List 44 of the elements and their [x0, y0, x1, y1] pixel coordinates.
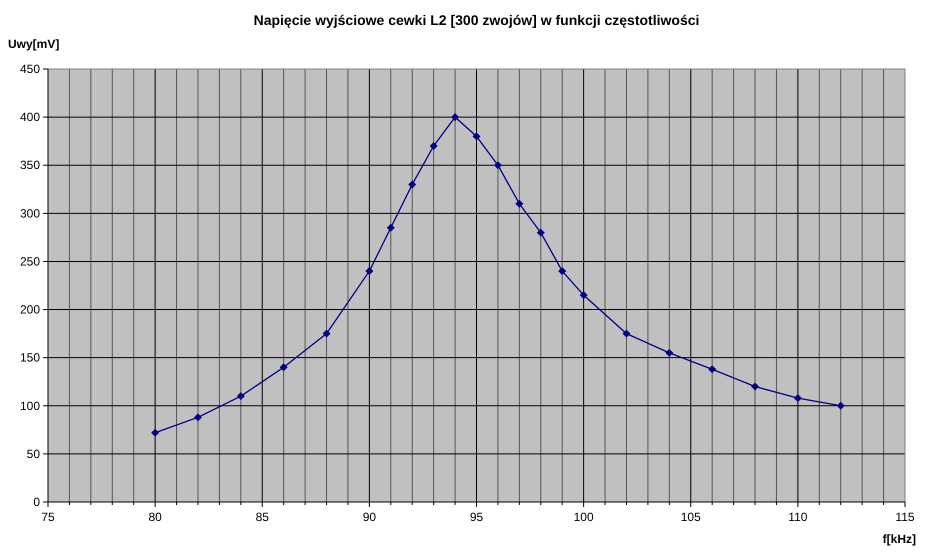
x-tick-label: 95 — [470, 510, 484, 524]
y-tick-label: 400 — [20, 110, 40, 124]
x-tick-label: 105 — [680, 510, 702, 524]
point — [494, 161, 502, 170]
point — [751, 382, 760, 391]
y-tick-label: 200 — [20, 302, 40, 317]
point — [665, 348, 674, 357]
point — [451, 113, 460, 122]
chart-title: Napięcie wyjściowe cewki L2 [300 zwojów] w funkcji częstotliwości — [254, 12, 700, 28]
x-tick-label: 90 — [362, 510, 376, 524]
x-tick-label: 85 — [256, 510, 270, 524]
x-axis-title: f[kHz] — [882, 532, 916, 546]
x-tick-label: 115 — [895, 510, 915, 524]
point — [386, 224, 395, 232]
y-tick-label: 300 — [20, 206, 40, 220]
point — [622, 330, 630, 338]
x-tick-label: 110 — [788, 510, 808, 524]
point — [280, 363, 288, 372]
y-tick-label: 0 — [33, 495, 40, 509]
x-tick-label: 80 — [148, 510, 162, 524]
point — [794, 394, 802, 402]
y-tick-label: 250 — [20, 254, 40, 268]
point — [236, 392, 245, 400]
point — [515, 200, 524, 208]
y-tick-label: 450 — [20, 62, 40, 76]
x-tick-label: 100 — [574, 510, 594, 524]
y-tick-label: 100 — [20, 398, 40, 413]
point — [836, 402, 845, 410]
point — [322, 330, 331, 338]
point — [430, 142, 438, 150]
point — [194, 413, 202, 422]
point — [580, 291, 588, 300]
x-tick-label: 75 — [41, 510, 55, 524]
point — [536, 228, 545, 237]
point — [408, 180, 416, 188]
y-tick-label: 50 — [26, 446, 40, 461]
point — [558, 267, 566, 276]
y-tick-label: 150 — [20, 350, 40, 365]
point — [151, 428, 160, 437]
y-axis-title: Uwy[mV] — [8, 37, 60, 51]
y-tick-label: 350 — [20, 158, 40, 172]
point — [365, 267, 374, 276]
point — [472, 132, 480, 140]
point — [708, 365, 716, 374]
